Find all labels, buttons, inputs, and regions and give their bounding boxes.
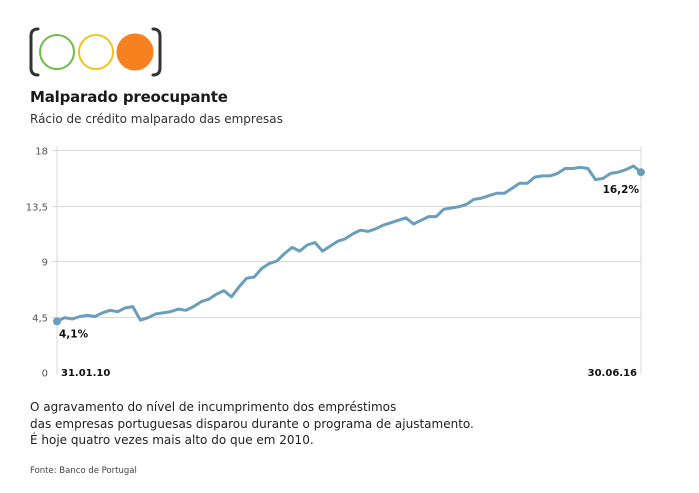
series-line (55, 164, 643, 323)
line-chart: 18 13,5 9 4,5 0 31.01.10 30.06.16 4,1% 16,2% (0, 138, 699, 388)
x-tick-label: 31.01.10 (61, 368, 110, 379)
start-value-label: 4,1% (59, 328, 89, 340)
source-credit: Fonte: Banco de Portugal (30, 466, 137, 476)
line-chart-svg: 18 13,5 9 4,5 0 31.01.10 30.06.16 4,1% 16,2% (26, 146, 645, 380)
orange-light-icon (116, 33, 154, 71)
chart-title: Malparado preocupante (30, 88, 228, 106)
traffic-light-logo (28, 25, 163, 79)
data-labels: 4,1% 16,2% (59, 184, 639, 340)
green-light-icon (39, 34, 75, 70)
y-tick-label: 4,5 (32, 314, 48, 325)
left-bracket-icon (29, 27, 40, 77)
x-tick-label: 30.06.16 (588, 368, 637, 379)
note-line: É hoje quatro vezes mais alto do que em … (30, 433, 314, 447)
chart-series (53, 164, 645, 326)
y-tick-label: 18 (35, 147, 48, 158)
traffic-light-icon (29, 27, 162, 77)
chart-note: O agravamento do nível de incumprimento … (30, 399, 474, 449)
y-axis-ticks: 18 13,5 9 4,5 0 (26, 147, 48, 380)
y-tick-label: 13,5 (26, 203, 48, 214)
start-point-marker (53, 317, 61, 326)
end-point-marker (637, 168, 645, 177)
note-line: O agravamento do nível de incumprimento … (30, 400, 397, 414)
right-bracket-icon (151, 27, 162, 77)
end-value-label: 16,2% (603, 184, 640, 196)
chart-subtitle: Rácio de crédito malparado das empresas (30, 112, 283, 126)
note-line: das empresas portuguesas disparou durant… (30, 416, 474, 431)
y-tick-label: 0 (42, 369, 48, 380)
chart-gridlines (52, 146, 642, 374)
yellow-light-icon (78, 34, 114, 70)
y-tick-label: 9 (42, 258, 48, 269)
x-axis-ticks: 31.01.10 30.06.16 (61, 368, 637, 379)
